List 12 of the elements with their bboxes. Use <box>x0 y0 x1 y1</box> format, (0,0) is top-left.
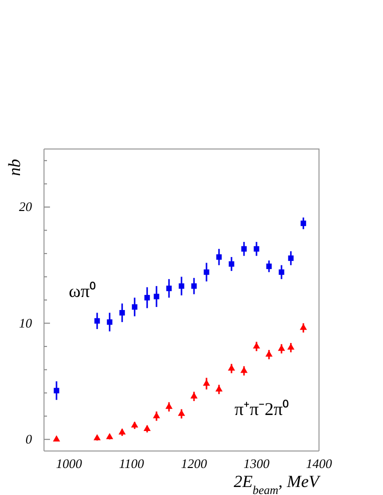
x-tick-label: 1200 <box>181 456 208 472</box>
series-label: π⁺π⁻2π⁰ <box>234 398 289 419</box>
y-tick-label: 10 <box>19 315 32 330</box>
x-tick-label: 1000 <box>56 456 82 472</box>
x-tick-label: 1400 <box>306 456 332 472</box>
x-tick-label: 1300 <box>244 456 270 472</box>
x-tick-label: 1100 <box>118 456 145 472</box>
series-label: ωπ⁰ <box>68 280 96 301</box>
y-tick-label: 0 <box>26 432 32 447</box>
y-axis-title: nb <box>5 159 24 176</box>
x-axis-title: 2E$_{beam}$, MeV <box>234 472 322 495</box>
y-tick-label: 20 <box>19 199 32 214</box>
